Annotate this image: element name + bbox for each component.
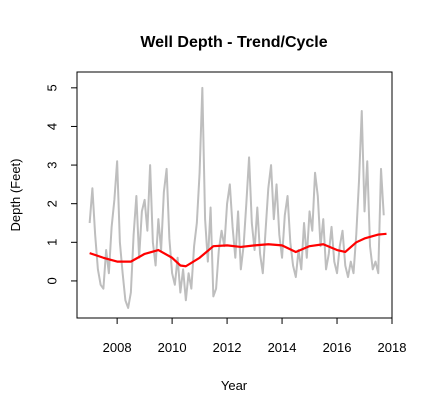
x-tick-label: 2014 [268,340,297,355]
y-tick-label: 2 [44,200,59,207]
y-axis-label: Depth (Feet) [8,159,23,232]
x-tick-label: 2008 [103,340,132,355]
x-tick-label: 2010 [158,340,187,355]
y-tick-label: 0 [44,277,59,284]
x-tick-label: 2016 [323,340,352,355]
data-line [89,232,387,268]
data-line [88,86,385,309]
chart-title: Well Depth - Trend/Cycle [140,34,327,51]
y-tick-label: 3 [44,161,59,168]
y-tick-label: 5 [44,84,59,91]
x-tick-label: 2012 [213,340,242,355]
y-tick-label: 1 [44,239,59,246]
y-tick-label: 4 [44,123,59,130]
plot-frame [76,71,393,319]
x-axis-label: Year [221,378,248,393]
x-tick-label: 2018 [378,340,407,355]
